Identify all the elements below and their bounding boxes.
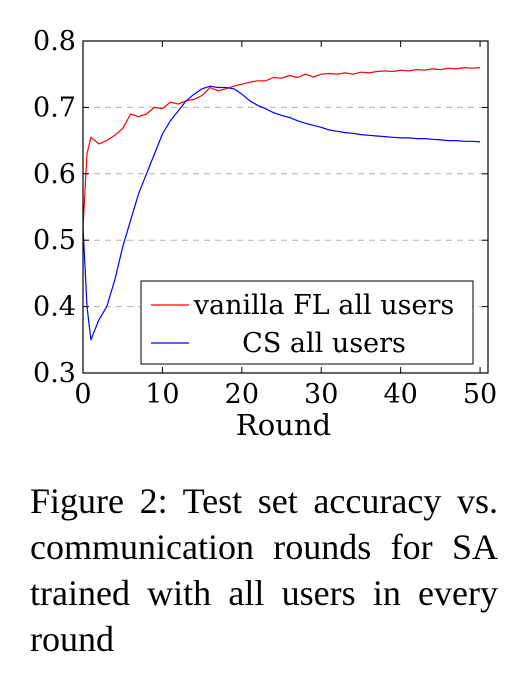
x-axis-label: Round — [236, 408, 331, 442]
y-tick-label: 0.7 — [33, 92, 76, 123]
series-line-2 — [82, 85, 481, 341]
tick-labels: 0.3 0.4 0.5 0.6 0.7 0.8 0 10 20 30 40 50 — [33, 26, 497, 410]
x-tick-label: 20 — [225, 379, 259, 410]
legend: vanilla FL all users CS all users — [140, 280, 474, 365]
y-tick-label: 0.3 — [33, 358, 76, 389]
x-tick-label: 10 — [145, 379, 179, 410]
legend-label: CS all users — [242, 328, 406, 359]
x-tick-label: 0 — [74, 379, 91, 410]
grid-lines — [83, 106, 488, 308]
plot-frame — [82, 40, 489, 374]
y-tick-label: 0.4 — [33, 292, 76, 323]
x-tick-label: 50 — [463, 379, 497, 410]
series-lines — [82, 66, 481, 341]
legend-box — [140, 280, 474, 365]
y-tick-label: 0.6 — [33, 159, 76, 190]
legend-label: vanilla FL all users — [193, 290, 455, 321]
y-tick-label: 0.8 — [33, 26, 76, 57]
x-tick-label: 30 — [304, 379, 338, 410]
y-tick-label: 0.5 — [33, 225, 76, 256]
figure-caption: Figure 2: Test set accuracy vs. communic… — [30, 481, 498, 659]
x-tick-label: 40 — [383, 379, 417, 410]
series-line-1 — [82, 66, 481, 227]
axis-ticks — [82, 40, 488, 374]
